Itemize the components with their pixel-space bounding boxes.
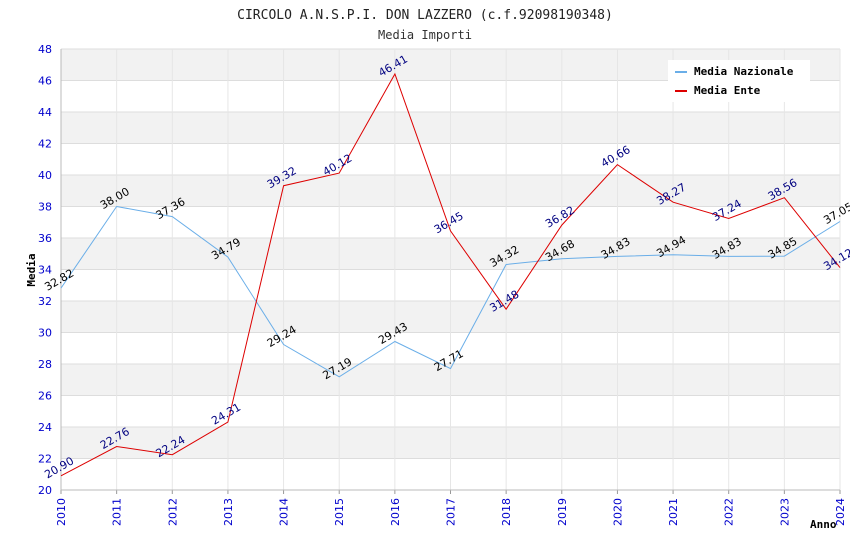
y-tick-label-24: 24	[38, 421, 52, 434]
x-tick-labels: 2010 2011 2012 2013 2014 2015 2016 2017 2018 2019…	[55, 498, 847, 526]
x-tick-label-2013: 2013	[222, 498, 235, 526]
x-tick-label-2010: 2010	[55, 498, 68, 526]
y-tick-label-26: 26	[38, 390, 52, 403]
grid-lines	[60, 48, 841, 491]
y-tick-label-22: 22	[38, 453, 52, 466]
legend: Media Nazionale Media Ente	[668, 60, 810, 102]
y-tick-label-36: 36	[38, 232, 52, 245]
x-tick-label-2015: 2015	[333, 498, 346, 526]
x-tick-label-2018: 2018	[500, 498, 513, 526]
axes	[60, 49, 841, 494]
x-tick-label-2023: 2023	[778, 498, 791, 526]
x-tick-label-2021: 2021	[667, 498, 680, 526]
y-tick-label-34: 34	[38, 264, 52, 277]
x-tick-label-2019: 2019	[556, 498, 569, 526]
series-line-media-nazionale	[60, 205, 841, 378]
legend-entry-media-ente: Media Ente	[694, 84, 761, 97]
x-tick-label-2011: 2011	[111, 498, 124, 526]
y-tick-label-40: 40	[38, 169, 52, 182]
series-lines	[60, 72, 841, 477]
y-tick-label-46: 46	[38, 75, 52, 88]
y-tick-label-48: 48	[38, 43, 52, 56]
y-tick-labels: 20 22 24 26 28 30 32 34 36 38 40 42 44 46 48	[38, 43, 52, 497]
y-tick-label-28: 28	[38, 358, 52, 371]
x-axis-label: Anno	[810, 518, 837, 531]
series-line-media-ente	[60, 72, 841, 477]
x-tick-label-2024: 2024	[834, 498, 847, 526]
chart-subtitle: Media Importi	[378, 28, 472, 42]
legend-box	[668, 60, 810, 102]
x-tick-label-2020: 2020	[611, 498, 624, 526]
y-tick-label-20: 20	[38, 484, 52, 497]
y-tick-label-30: 30	[38, 327, 52, 340]
y-axis-label: Media	[25, 253, 38, 286]
x-tick-label-2017: 2017	[445, 498, 458, 526]
x-tick-label-2012: 2012	[166, 498, 179, 526]
y-tick-label-44: 44	[38, 106, 52, 119]
x-tick-label-2014: 2014	[278, 498, 291, 526]
y-tick-label-38: 38	[38, 201, 52, 214]
legend-entry-media-nazionale: Media Nazionale	[694, 65, 794, 78]
x-tick-label-2016: 2016	[389, 498, 402, 526]
y-tick-label-32: 32	[38, 295, 52, 308]
x-tick-label-2022: 2022	[723, 498, 736, 526]
y-tick-label-42: 42	[38, 138, 52, 151]
chart-title: CIRCOLO A.N.S.P.I. DON LAZZERO (c.f.9209…	[237, 8, 613, 23]
